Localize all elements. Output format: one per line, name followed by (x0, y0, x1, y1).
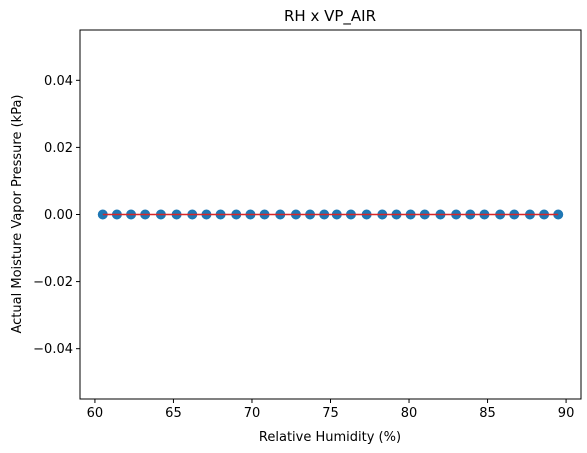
y-tick-label: 0.00 (44, 208, 73, 223)
x-tick-label: 65 (165, 406, 182, 421)
y-axis-ticks: −0.04 −0.02 0.00 0.02 0.04 (33, 74, 80, 357)
y-tick-label: −0.02 (33, 275, 73, 290)
y-tick-label: 0.04 (44, 74, 73, 89)
x-axis-label: Relative Humidity (%) (259, 430, 401, 445)
x-tick-label: 90 (558, 406, 575, 421)
x-tick-label: 80 (401, 406, 418, 421)
plot-area (97, 209, 564, 220)
chart-title: RH x VP_AIR (284, 7, 376, 26)
y-tick-label: −0.04 (33, 342, 73, 357)
x-tick-label: 70 (244, 406, 261, 421)
y-axis-label: Actual Moisture Vapor Pressure (kPa) (10, 94, 25, 333)
x-tick-label: 85 (479, 406, 496, 421)
y-tick-label: 0.02 (44, 141, 73, 156)
x-tick-label: 60 (87, 406, 104, 421)
plot-frame (79, 29, 582, 400)
x-axis-ticks: 60 65 70 75 80 85 90 (87, 399, 575, 421)
x-tick-label: 75 (322, 406, 339, 421)
